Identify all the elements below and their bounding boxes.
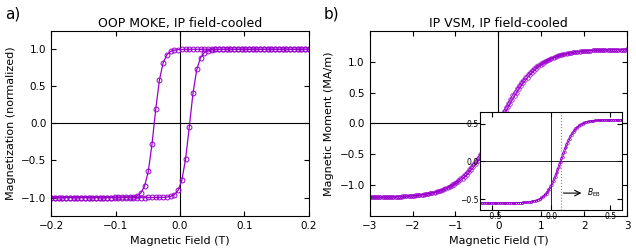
Text: a): a) [5, 7, 20, 22]
Y-axis label: Magnetization (normalized): Magnetization (normalized) [6, 47, 15, 200]
X-axis label: Magnetic Field (T): Magnetic Field (T) [448, 236, 548, 246]
Title: OOP MOKE, IP field-cooled: OOP MOKE, IP field-cooled [98, 17, 262, 30]
Title: IP VSM, IP field-cooled: IP VSM, IP field-cooled [429, 17, 568, 30]
X-axis label: Magnetic Field (T): Magnetic Field (T) [130, 236, 230, 246]
Text: b): b) [323, 7, 339, 22]
Y-axis label: Magnetic Moment (MA/m): Magnetic Moment (MA/m) [324, 51, 334, 196]
